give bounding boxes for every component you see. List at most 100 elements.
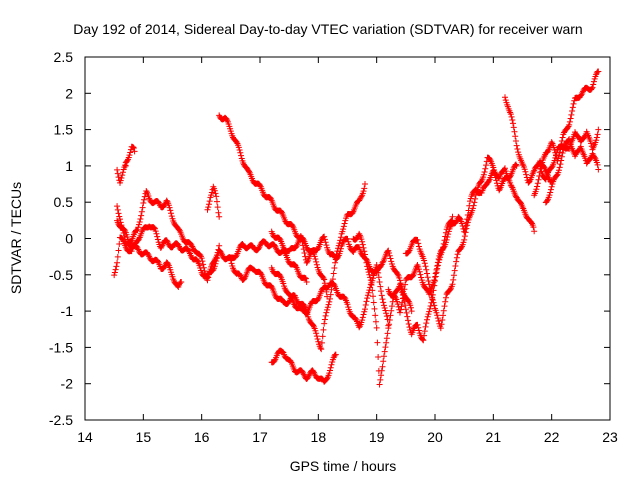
data-point — [324, 375, 331, 382]
data-point — [444, 234, 451, 241]
data-point — [127, 149, 134, 156]
data-point — [367, 274, 374, 281]
data-point — [364, 292, 371, 299]
data-point — [558, 157, 565, 164]
data-point — [449, 281, 456, 288]
data-point — [405, 320, 412, 327]
data-point — [379, 259, 386, 266]
data-point — [323, 309, 330, 316]
data-point — [321, 236, 328, 243]
data-point — [130, 144, 137, 151]
data-point — [375, 274, 382, 281]
data-point — [383, 339, 390, 346]
x-tick-label: 23 — [602, 429, 618, 445]
data-point — [381, 304, 388, 311]
data-point — [168, 213, 175, 220]
data-point — [276, 235, 283, 242]
data-point — [405, 248, 412, 255]
data-point — [310, 369, 317, 376]
y-tick-label: -2 — [61, 376, 74, 392]
data-point — [480, 171, 487, 178]
data-point — [321, 316, 328, 323]
data-point — [513, 162, 520, 169]
data-marks — [111, 68, 602, 388]
data-point — [303, 259, 310, 266]
data-point — [485, 179, 492, 186]
data-point — [117, 216, 123, 223]
data-point — [538, 162, 545, 169]
data-point — [453, 254, 460, 261]
data-point — [134, 226, 141, 233]
data-point — [568, 111, 575, 118]
data-point — [514, 146, 521, 153]
data-point — [425, 277, 432, 284]
data-point — [292, 244, 299, 251]
data-point — [421, 260, 428, 267]
data-point — [530, 169, 537, 176]
series-track-i — [268, 262, 392, 331]
data-point — [534, 180, 541, 187]
data-point — [312, 256, 319, 263]
data-point — [113, 263, 120, 270]
data-point — [397, 281, 403, 288]
x-tick-label: 18 — [311, 429, 327, 445]
data-point — [417, 271, 424, 278]
data-point — [340, 223, 347, 230]
series-track-k — [268, 347, 339, 385]
data-point — [268, 283, 275, 290]
data-point — [145, 251, 152, 258]
data-point — [415, 240, 422, 247]
data-point — [311, 253, 318, 260]
data-point — [376, 278, 383, 285]
data-point — [323, 242, 330, 249]
data-point — [237, 149, 244, 156]
data-point — [197, 252, 204, 259]
data-point — [322, 312, 329, 319]
series-track-f — [204, 183, 223, 220]
data-point — [140, 200, 147, 207]
data-point — [232, 253, 239, 260]
data-point — [442, 298, 449, 305]
data-point — [440, 312, 447, 319]
data-point — [299, 368, 306, 375]
data-point — [388, 258, 395, 265]
data-point — [553, 172, 560, 179]
data-point — [287, 292, 294, 299]
data-point — [425, 311, 432, 318]
data-point — [370, 299, 377, 306]
data-point — [300, 301, 307, 308]
x-tick-label: 20 — [427, 429, 443, 445]
y-axis-ticks: 2.5 2 1.5 1 0.5 0 -0.5 -1 -1.5 -2 -2.5 — [49, 49, 610, 428]
data-point — [213, 257, 220, 264]
data-point — [185, 247, 192, 254]
data-point — [558, 138, 565, 145]
series-track-l — [350, 213, 456, 388]
data-point — [116, 213, 123, 220]
data-point — [246, 168, 253, 175]
data-point — [303, 310, 310, 317]
data-point — [353, 235, 360, 242]
data-point — [470, 202, 477, 209]
data-point — [394, 298, 401, 305]
data-point — [493, 180, 500, 187]
data-point — [212, 260, 219, 267]
data-point — [176, 226, 183, 233]
data-point — [233, 139, 240, 146]
data-point — [588, 85, 595, 92]
data-point — [330, 281, 337, 288]
data-point — [391, 293, 398, 300]
data-point — [330, 270, 337, 277]
series-track-n — [402, 154, 538, 332]
data-point — [595, 166, 602, 173]
data-point — [399, 299, 406, 306]
data-point — [118, 222, 125, 229]
data-point — [382, 307, 389, 314]
data-point — [280, 280, 287, 287]
data-point — [122, 162, 129, 169]
data-point — [362, 301, 369, 308]
y-tick-label: -1 — [61, 303, 74, 319]
data-point — [227, 128, 234, 135]
data-point — [547, 189, 554, 196]
data-point — [300, 246, 307, 253]
data-point — [151, 224, 158, 231]
